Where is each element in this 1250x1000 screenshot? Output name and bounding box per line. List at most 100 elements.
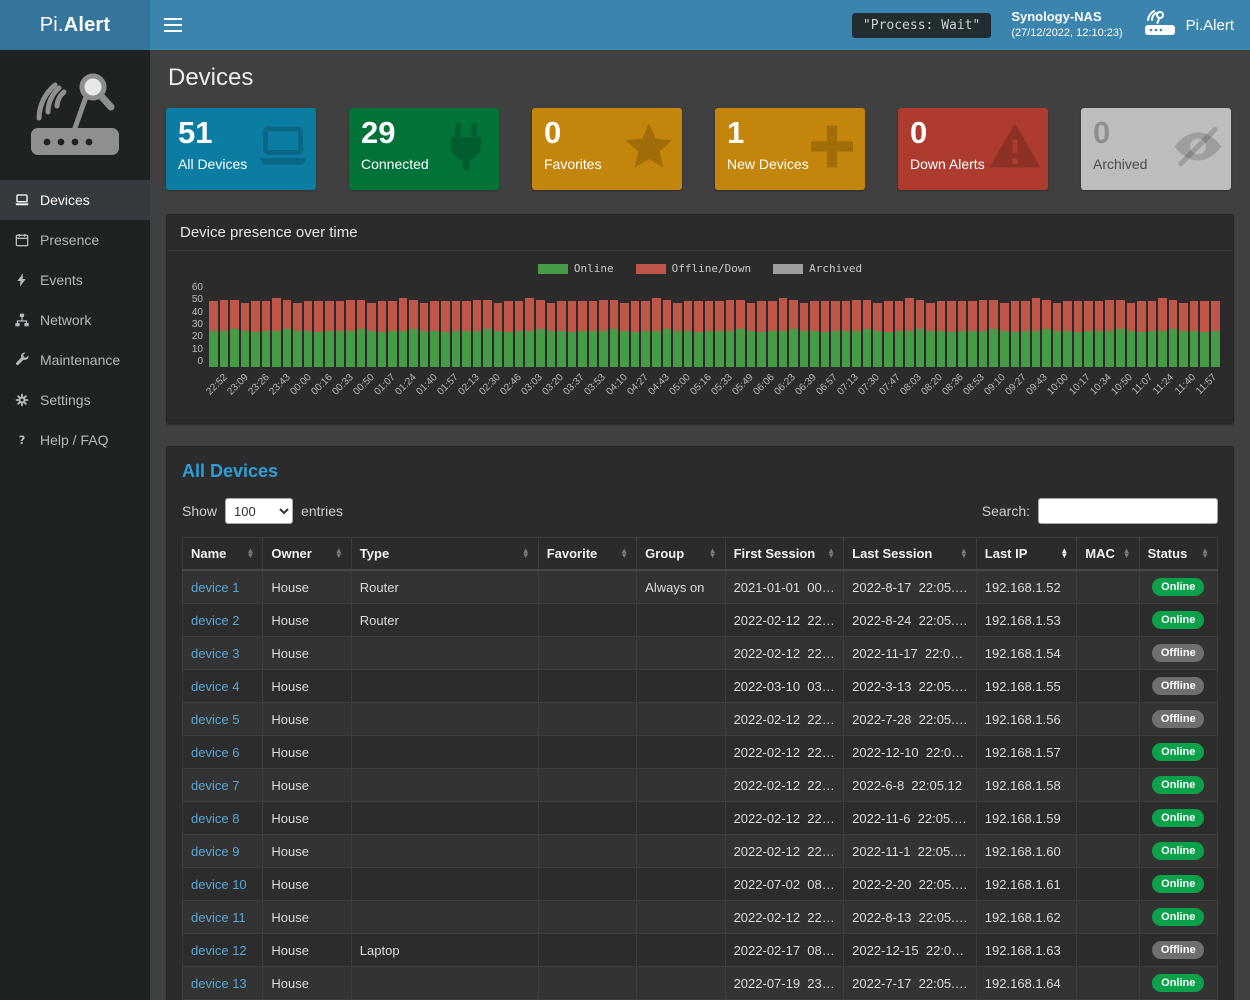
col-header-last-ip[interactable]: Last IP ▲ ▼ — [975, 537, 1078, 571]
plus-icon — [804, 119, 860, 180]
brand-link[interactable]: Pi.Alert — [1143, 9, 1234, 41]
cell-last_ip: 192.168.1.56 — [975, 702, 1078, 736]
legend-item-online[interactable]: Online — [537, 262, 614, 275]
cell-favorite — [537, 801, 638, 835]
sidebar-item-maintenance[interactable]: Maintenance — [0, 340, 150, 380]
device-link[interactable]: device 9 — [191, 843, 240, 859]
col-header-mac[interactable]: MAC ▲ ▼ — [1076, 537, 1140, 571]
chart-bar — [1105, 299, 1115, 367]
table-row[interactable]: device 13 House 2022-07-19 23:45 2022-7-17 … — [181, 966, 1219, 1000]
device-link[interactable]: device 8 — [191, 810, 240, 826]
table-row[interactable]: device 4 House 2022-03-10 03:55 2022-3-13 2… — [181, 669, 1219, 703]
legend-item-archived[interactable]: Archived — [773, 262, 862, 275]
device-link[interactable]: device 1 — [191, 579, 240, 595]
sidebar-item-devices[interactable]: Devices — [0, 180, 150, 220]
card-connected[interactable]: 29 Connected — [349, 108, 499, 190]
y-tick-label: 0 — [197, 355, 203, 367]
chart-bar — [862, 299, 872, 367]
device-link[interactable]: device 13 — [191, 975, 247, 991]
cell-mac — [1076, 801, 1140, 835]
device-link[interactable]: device 7 — [191, 777, 240, 793]
chart-bar — [725, 299, 735, 367]
legend-swatch — [635, 263, 666, 274]
x-tick: 04:10 — [603, 372, 630, 398]
router-wifi-icon — [1143, 9, 1177, 41]
col-header-owner[interactable]: Owner ▲ ▼ — [262, 537, 352, 571]
col-label: Last IP — [984, 546, 1028, 561]
col-header-favorite[interactable]: Favorite ▲ ▼ — [537, 537, 638, 571]
sidebar-item-help-faq[interactable]: ? Help / FAQ — [0, 420, 150, 460]
sidebar-toggle-button[interactable] — [150, 0, 196, 50]
x-tick: 07:47 — [877, 372, 903, 398]
table-row[interactable]: device 6 House 2022-02-12 22:05 2022-12-10 … — [181, 735, 1219, 769]
cell-last_session: 2022-7-28 22:05.37 — [843, 702, 977, 736]
chart-bar — [1210, 301, 1220, 367]
sidebar-item-network[interactable]: Network — [0, 300, 150, 340]
table-row[interactable]: device 3 House 2022-02-12 22:05 2022-11-17 … — [181, 636, 1219, 670]
device-link[interactable]: device 6 — [191, 744, 240, 760]
table-row[interactable]: device 7 House 2022-02-12 22:05 2022-6-8 22… — [181, 768, 1219, 802]
cell-last_ip: 192.168.1.60 — [975, 834, 1078, 868]
entries-select[interactable]: 100 — [225, 498, 294, 524]
col-header-group[interactable]: Group ▲ ▼ — [636, 537, 726, 571]
sidebar-item-label: Maintenance — [40, 352, 121, 368]
cell-mac — [1076, 702, 1140, 736]
cell-mac — [1076, 569, 1140, 604]
card-new-devices[interactable]: 1 New Devices — [715, 108, 865, 190]
chart-plot — [209, 283, 1220, 367]
device-link[interactable]: device 12 — [191, 942, 247, 958]
warning-icon — [987, 119, 1043, 180]
col-header-last-session[interactable]: Last Session ▲ ▼ — [843, 537, 977, 571]
card-favorites[interactable]: 0 Favorites — [532, 108, 682, 190]
col-header-type[interactable]: Type ▲ ▼ — [350, 537, 539, 571]
device-link[interactable]: device 4 — [191, 678, 240, 694]
chart-bar — [209, 301, 218, 367]
cell-last_ip: 192.168.1.64 — [975, 966, 1078, 1000]
cell-name: device 10 — [181, 867, 264, 901]
x-tick: 11:40 — [1172, 372, 1198, 397]
card-down-alerts[interactable]: 0 Down Alerts — [898, 108, 1048, 190]
table-row[interactable]: device 2 House Router 2022-02-12 22:05 2022-… — [181, 603, 1219, 637]
cell-owner: House — [262, 603, 352, 637]
sort-icon: ▲ ▼ — [1201, 545, 1209, 560]
table-row[interactable]: device 12 House Laptop 2022-02-17 08:05 2022… — [181, 933, 1219, 967]
table-row[interactable]: device 1 House Router Always on 2021-01-01 0… — [181, 569, 1219, 604]
search-input[interactable] — [1038, 498, 1218, 524]
search-label: Search: — [981, 503, 1030, 519]
device-link[interactable]: device 11 — [191, 909, 246, 925]
sidebar-item-presence[interactable]: Presence — [0, 220, 150, 260]
card-all-devices[interactable]: 51 All Devices — [166, 108, 316, 190]
cell-first_session: 2022-02-12 22:05 — [724, 768, 845, 802]
table-row[interactable]: device 5 House 2022-02-12 22:05 2022-7-28 2… — [181, 702, 1219, 736]
x-tick: 09:43 — [1024, 372, 1051, 398]
x-tick: 02:30 — [477, 372, 504, 398]
status-badge: Online — [1152, 578, 1205, 596]
devices-table: Name ▲ ▼ Owner ▲ ▼ Type ▲ ▼ Favorite ▲ ▼ Group ▲ ▼ Firs… — [181, 537, 1219, 1000]
device-link[interactable]: device 2 — [191, 612, 240, 628]
chart-bar — [926, 302, 935, 367]
col-header-first-session[interactable]: First Session ▲ ▼ — [724, 537, 845, 571]
pialert-logo-icon — [0, 50, 150, 180]
sidebar-item-settings[interactable]: Settings — [0, 380, 150, 420]
chart-bar — [989, 299, 999, 367]
cell-last_ip: 192.168.1.54 — [975, 636, 1078, 670]
x-tick: 03:53 — [582, 372, 609, 398]
table-row[interactable]: device 9 House 2022-02-12 22:05 2022-11-1 2… — [181, 834, 1219, 868]
device-link[interactable]: device 10 — [191, 876, 247, 892]
x-tick: 07:30 — [856, 372, 882, 398]
sidebar-item-events[interactable]: Events — [0, 260, 150, 300]
chart-bar — [1116, 299, 1125, 367]
card-archived[interactable]: 0 Archived — [1081, 108, 1231, 190]
host-info: Synology-NAS (27/12/2022, 12:10:23) — [1011, 9, 1122, 40]
device-link[interactable]: device 3 — [191, 645, 240, 661]
col-header-name[interactable]: Name ▲ ▼ — [181, 537, 264, 571]
device-link[interactable]: device 5 — [191, 711, 240, 727]
table-row[interactable]: device 11 House 2022-02-12 22:05 2022-8-13 … — [181, 900, 1219, 934]
col-header-status[interactable]: Status ▲ ▼ — [1138, 537, 1219, 571]
app-logo[interactable]: Pi. Alert — [0, 0, 150, 50]
table-row[interactable]: device 10 House 2022-07-02 08:15 2022-2-20 … — [181, 867, 1219, 901]
table-row[interactable]: device 8 House 2022-02-12 22:05 2022-11-6 2… — [181, 801, 1219, 835]
sort-icon: ▲ ▼ — [1060, 545, 1069, 560]
cell-owner: House — [262, 900, 352, 934]
legend-item-offline-down[interactable]: Offline/Down — [635, 262, 751, 275]
